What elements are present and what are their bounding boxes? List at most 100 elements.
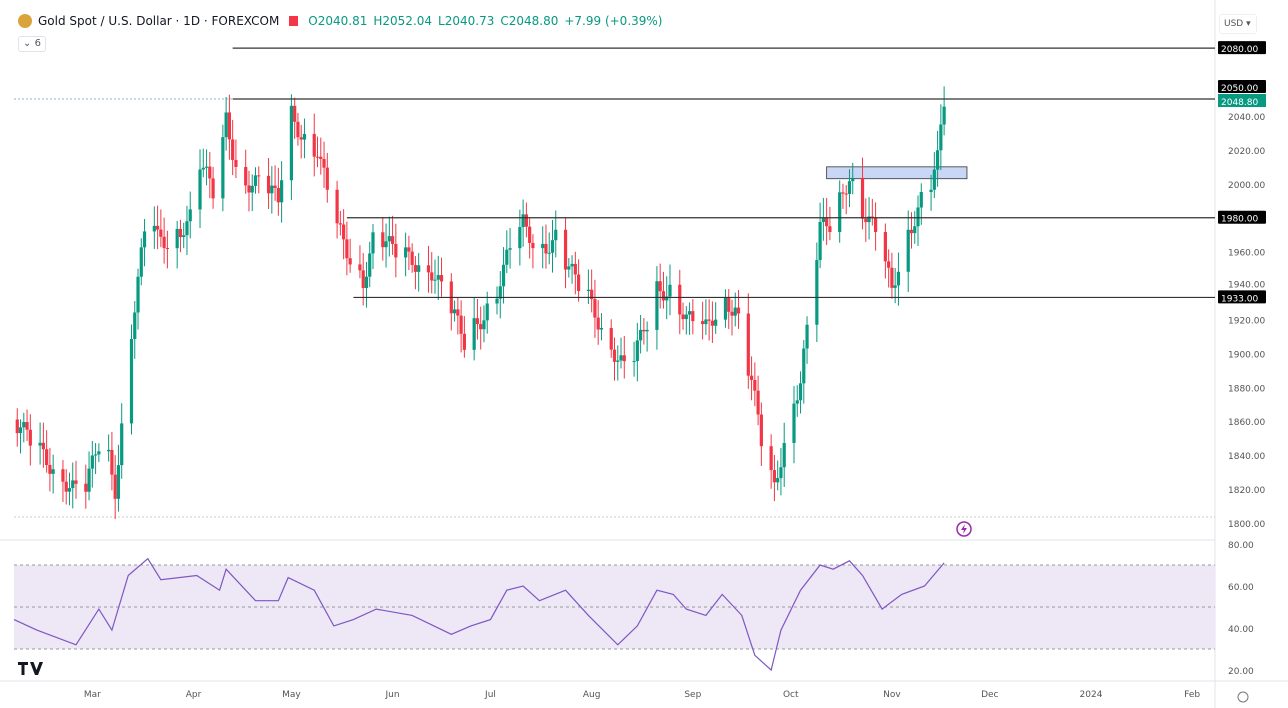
- candle-body: [665, 296, 669, 301]
- candle-body: [342, 224, 346, 240]
- candle-body: [110, 449, 114, 475]
- candle-body: [188, 209, 192, 222]
- candle-body: [508, 248, 512, 250]
- candle-body: [828, 226, 832, 232]
- candle-body: [84, 483, 88, 492]
- candle-body: [364, 276, 369, 288]
- candle-body: [182, 235, 186, 238]
- candle-body: [599, 328, 604, 330]
- price-tick-label: 2040.00: [1228, 113, 1265, 123]
- candle-body: [479, 324, 483, 330]
- candle-body: [74, 480, 78, 484]
- rsi-tick-label: 20.00: [1228, 667, 1254, 677]
- candle-body: [165, 247, 169, 249]
- candle-body: [116, 465, 121, 499]
- candle-body: [22, 422, 26, 428]
- currency-select[interactable]: USD ▾: [1219, 14, 1257, 34]
- currency-label: USD: [1224, 19, 1244, 29]
- candle-body: [609, 328, 613, 350]
- time-tick-label: Jun: [385, 690, 400, 700]
- candle-body: [776, 478, 780, 483]
- candle-body: [475, 318, 480, 325]
- candle-body: [133, 312, 137, 339]
- candle-body: [909, 229, 914, 234]
- candle-body: [410, 251, 414, 265]
- candle-body: [802, 348, 806, 384]
- candle-body: [727, 297, 731, 312]
- settings-gear-icon: [1237, 691, 1249, 703]
- candle-body: [756, 390, 760, 415]
- candle-body: [563, 229, 568, 270]
- candle-body: [319, 156, 323, 159]
- candle-body: [841, 192, 845, 194]
- candle-body: [893, 285, 897, 288]
- candle-body: [452, 309, 457, 314]
- candle-body: [544, 243, 548, 254]
- candle-body: [162, 236, 166, 248]
- candle-body: [505, 249, 509, 265]
- candle-body: [368, 253, 372, 277]
- candle-body: [567, 266, 571, 270]
- candle-body: [883, 231, 887, 262]
- candle-body: [404, 247, 408, 258]
- tradingview-logo: [18, 662, 43, 675]
- candle-body: [459, 315, 463, 334]
- candle-body: [61, 469, 65, 482]
- symbol-title[interactable]: Gold Spot / U.S. Dollar · 1D · FOREXCOM: [38, 14, 280, 28]
- candle-body: [384, 241, 388, 248]
- rsi-tick-label: 80.00: [1228, 541, 1254, 551]
- candle-body: [929, 189, 933, 192]
- candle-body: [691, 311, 695, 322]
- candle-body: [906, 229, 910, 272]
- price-tick-label: 1800.00: [1228, 520, 1265, 530]
- candle-body: [221, 137, 225, 199]
- candle-body: [681, 314, 685, 320]
- candle-body: [622, 355, 626, 362]
- candle-body: [296, 121, 300, 138]
- time-tick-label: Feb: [1184, 690, 1200, 700]
- candle-body: [704, 319, 708, 325]
- candle-body: [28, 429, 32, 446]
- candle-body: [932, 169, 936, 190]
- candle-body: [825, 218, 829, 227]
- candle-body: [129, 338, 134, 424]
- market-closed-flag-icon: [289, 16, 299, 26]
- candle-body: [244, 166, 248, 186]
- candle-body: [198, 169, 202, 210]
- candle-body: [759, 414, 763, 447]
- candle-body: [524, 214, 528, 227]
- candle-body: [345, 239, 349, 259]
- candle-body: [821, 218, 825, 222]
- candle-body: [302, 133, 307, 140]
- candle-body: [701, 321, 705, 325]
- candle-body: [547, 252, 551, 254]
- candle-body: [41, 442, 45, 450]
- candle-body: [358, 264, 362, 271]
- candle-body: [273, 185, 277, 188]
- candle-body: [348, 258, 352, 265]
- candle-body: [462, 333, 466, 350]
- candle-body: [67, 488, 72, 492]
- candle-body: [407, 247, 411, 252]
- candle-body: [528, 226, 532, 243]
- candle-body: [782, 442, 786, 468]
- candle-body: [678, 284, 682, 315]
- candle-body: [684, 314, 688, 320]
- candle-body: [577, 274, 581, 291]
- candle-body: [541, 243, 545, 249]
- rsi-tick-label: 40.00: [1228, 625, 1254, 635]
- candle-body: [211, 178, 215, 199]
- time-tick-label: 2024: [1080, 690, 1103, 700]
- candle-body: [919, 191, 923, 208]
- candle-body: [844, 193, 848, 195]
- candle-body: [935, 150, 940, 170]
- candle-body: [280, 180, 284, 203]
- candle-body: [710, 320, 715, 326]
- candle-body: [426, 265, 431, 273]
- price-tick-label: 1860.00: [1228, 418, 1265, 428]
- candle-body: [38, 442, 42, 446]
- indicators-toggle-button[interactable]: ⌄ 6: [18, 36, 46, 52]
- candle-body: [312, 133, 316, 157]
- candle-body: [15, 419, 19, 434]
